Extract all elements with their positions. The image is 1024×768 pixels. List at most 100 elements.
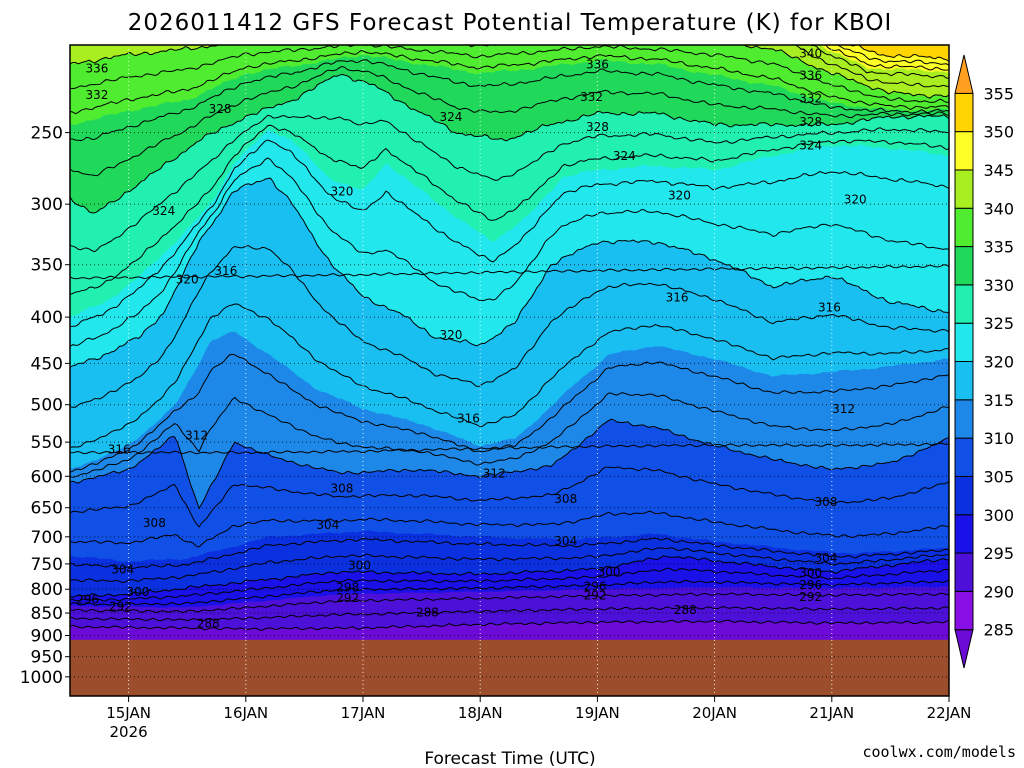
colorbar-segment-280 xyxy=(954,629,974,669)
contour-324 xyxy=(70,139,949,328)
contour-label-26: 332 xyxy=(580,90,603,104)
contour-label-37: 340 xyxy=(799,46,822,60)
x-tick-label-20JAN: 20JAN xyxy=(692,704,737,722)
contour-label-12: 292 xyxy=(109,600,132,614)
colorbar-segment-325 xyxy=(954,284,974,324)
colorbar-segment-305 xyxy=(954,437,974,477)
contour-label-18: 312 xyxy=(483,467,506,481)
y-tick-label-250: 250 xyxy=(31,124,63,144)
contour-314 xyxy=(70,353,949,473)
x-tick-label-19JAN: 19JAN xyxy=(575,704,620,722)
contour-label-4: 320 xyxy=(176,273,199,287)
contour-322 xyxy=(70,157,949,347)
contour-label-30: 316 xyxy=(666,290,689,304)
contour-354 xyxy=(70,0,949,7)
contour-label-40: 328 xyxy=(799,115,822,129)
y-tick-label-1000: 1000 xyxy=(20,668,63,688)
contour-294 xyxy=(70,592,949,614)
colorbar-segment-285 xyxy=(954,590,974,631)
contour-330 xyxy=(70,73,949,214)
contour-label-28: 324 xyxy=(613,149,636,163)
contour-300 xyxy=(70,555,949,598)
contour-316 xyxy=(70,303,949,448)
contour-label-6: 316 xyxy=(108,443,131,457)
y-tick-label-650: 650 xyxy=(31,499,63,519)
y-tick-label-350: 350 xyxy=(31,256,63,276)
contour-label-5: 316 xyxy=(214,264,237,278)
contour-302 xyxy=(70,547,949,584)
contour-328 xyxy=(70,114,949,253)
contour-label-47: 300 xyxy=(799,566,822,580)
contour-286 xyxy=(70,264,949,280)
contour-336 xyxy=(70,49,949,115)
contour-296 xyxy=(70,579,949,606)
colorbar-segment-355 xyxy=(954,54,974,94)
colorbar-label-290: 290 xyxy=(983,582,1014,601)
ground-gridlines xyxy=(70,639,949,696)
contour-label-29: 320 xyxy=(668,188,691,202)
x-axis-label: Forecast Time (UTC) xyxy=(424,749,595,768)
contour-label-19: 308 xyxy=(330,481,353,495)
colorbar-label-320: 320 xyxy=(983,353,1014,372)
y-tick-label-500: 500 xyxy=(31,396,63,416)
contour-308 xyxy=(70,466,949,528)
colorbar-segment-350 xyxy=(954,92,974,133)
y-tick-label-750: 750 xyxy=(31,555,63,575)
contour-label-14: 324 xyxy=(439,110,462,124)
band-335 xyxy=(70,45,949,126)
contour-label-16: 320 xyxy=(439,328,462,342)
colorbar-label-300: 300 xyxy=(983,506,1014,525)
contour-312 xyxy=(70,392,949,478)
contour-label-23: 292 xyxy=(336,591,359,605)
colorbar-label-345: 345 xyxy=(983,161,1014,180)
colorbar: 285 290 295 300 305 310 315 320 325 330 335 340 345 3… xyxy=(954,54,1014,669)
colorbar-segment-320 xyxy=(954,322,974,362)
x-tick-label-15JAN: 15JAN xyxy=(106,704,151,722)
y-tick-label-700: 700 xyxy=(31,528,63,548)
x-tick-label-17JAN: 17JAN xyxy=(341,704,386,722)
contour-label-44: 312 xyxy=(832,402,855,416)
contour-338 xyxy=(70,45,949,103)
x-tick-label-16JAN: 16JAN xyxy=(223,704,268,722)
colorbar-label-330: 330 xyxy=(983,276,1014,295)
contour-label-32: 304 xyxy=(554,534,577,548)
colorbar-segment-315 xyxy=(954,361,974,401)
plot-frame xyxy=(69,44,950,697)
y-tick-label-600: 600 xyxy=(31,467,63,487)
colorbar-label-325: 325 xyxy=(983,314,1014,333)
colorbar-label-305: 305 xyxy=(983,467,1014,486)
contour-label-11: 296 xyxy=(76,592,99,606)
colorbar-label-310: 310 xyxy=(983,429,1014,448)
contour-label-10: 300 xyxy=(127,585,150,599)
contour-label-22: 298 xyxy=(336,580,359,594)
chart-title: 2026011412 GFS Forecast Potential Temper… xyxy=(128,10,893,36)
contour-288 xyxy=(70,442,949,455)
contour-labels: 3363323283243203163163123083043002962922… xyxy=(76,46,867,630)
y-tick-label-300: 300 xyxy=(31,195,63,215)
gridlines xyxy=(70,45,949,696)
contour-label-3: 324 xyxy=(152,204,175,218)
colorbar-segment-300 xyxy=(954,475,974,516)
contour-306 xyxy=(70,510,949,548)
contour-label-2: 328 xyxy=(209,102,232,116)
contour-lines xyxy=(70,0,949,631)
contour-label-17: 316 xyxy=(457,411,480,425)
contour-label-41: 324 xyxy=(799,138,822,152)
x-tick-label-18JAN: 18JAN xyxy=(458,704,503,722)
colorbar-segment-340 xyxy=(954,169,974,209)
contour-320 xyxy=(70,177,949,368)
contour-label-31: 308 xyxy=(554,492,577,506)
contour-label-35: 292 xyxy=(584,589,607,603)
y-tick-label-850: 850 xyxy=(31,604,63,624)
contour-label-48: 296 xyxy=(799,578,822,592)
contour-label-7: 312 xyxy=(185,428,208,442)
contour-332 xyxy=(70,65,949,177)
x-tick-label-21JAN: 21JAN xyxy=(809,704,854,722)
contour-label-1: 332 xyxy=(86,88,109,102)
contour-label-36: 288 xyxy=(674,603,697,617)
contour-label-33: 300 xyxy=(598,565,621,579)
colorbar-label-350: 350 xyxy=(983,123,1014,142)
colorbar-segment-335 xyxy=(954,207,974,248)
contour-298 xyxy=(70,567,949,602)
